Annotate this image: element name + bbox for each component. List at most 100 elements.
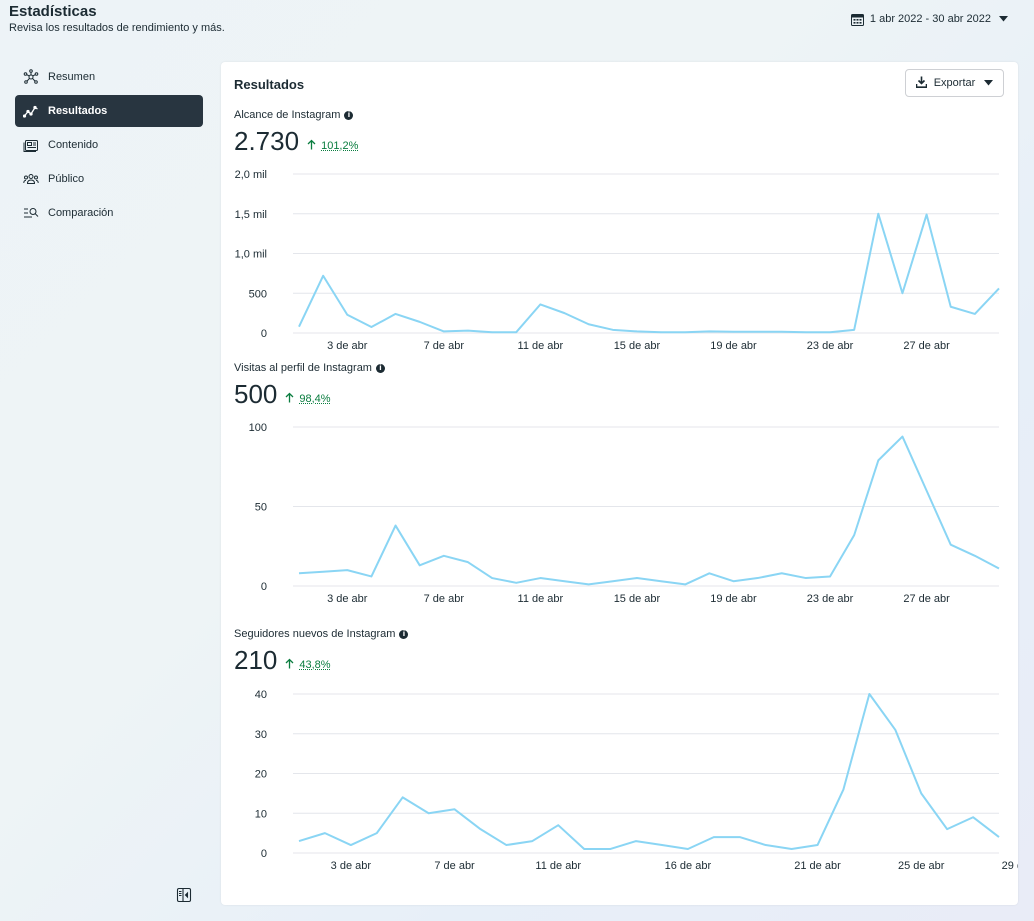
data-point[interactable] — [443, 555, 445, 557]
data-point[interactable] — [739, 836, 741, 838]
series-line[interactable] — [298, 435, 1000, 586]
series-line[interactable] — [298, 212, 1000, 334]
data-point[interactable] — [732, 580, 734, 582]
data-point[interactable] — [443, 330, 445, 332]
data-point[interactable] — [557, 824, 559, 826]
data-point[interactable] — [350, 844, 352, 846]
data-point[interactable] — [491, 577, 493, 579]
data-point[interactable] — [901, 292, 903, 294]
data-point[interactable] — [974, 313, 976, 315]
data-point[interactable] — [298, 326, 300, 328]
data-point[interactable] — [868, 693, 870, 695]
data-point[interactable] — [829, 575, 831, 577]
data-point[interactable] — [661, 844, 663, 846]
data-point[interactable] — [298, 572, 300, 574]
data-point[interactable] — [877, 459, 879, 461]
info-icon[interactable]: i — [375, 363, 385, 373]
sidebar-item-contenido[interactable]: Contenido — [15, 129, 203, 161]
data-point[interactable] — [732, 331, 734, 333]
data-point[interactable] — [926, 490, 928, 492]
data-point[interactable] — [395, 525, 397, 527]
data-point[interactable] — [781, 331, 783, 333]
data-point[interactable] — [454, 808, 456, 810]
data-point[interactable] — [636, 330, 638, 332]
data-point[interactable] — [370, 575, 372, 577]
metric-change-value[interactable]: 101,2% — [321, 140, 359, 152]
data-point[interactable] — [791, 848, 793, 850]
data-point[interactable] — [817, 844, 819, 846]
data-point[interactable] — [998, 287, 1000, 289]
data-point[interactable] — [998, 836, 1000, 838]
data-point[interactable] — [428, 812, 430, 814]
data-point[interactable] — [853, 329, 855, 331]
data-point[interactable] — [636, 577, 638, 579]
sidebar-item-resumen[interactable]: Resumen — [15, 61, 203, 93]
data-point[interactable] — [974, 555, 976, 557]
data-point[interactable] — [829, 331, 831, 333]
data-point[interactable] — [346, 314, 348, 316]
data-point[interactable] — [684, 331, 686, 333]
series-line[interactable] — [298, 693, 1000, 851]
data-point[interactable] — [805, 577, 807, 579]
data-point[interactable] — [346, 569, 348, 571]
data-point[interactable] — [505, 844, 507, 846]
data-point[interactable] — [539, 303, 541, 305]
data-point[interactable] — [395, 313, 397, 315]
metric-change-value[interactable]: 43,8% — [299, 659, 331, 671]
data-point[interactable] — [781, 572, 783, 574]
data-point[interactable] — [708, 330, 710, 332]
data-point[interactable] — [972, 816, 974, 818]
data-point[interactable] — [588, 323, 590, 325]
data-point[interactable] — [713, 836, 715, 838]
data-point[interactable] — [298, 840, 300, 842]
data-point[interactable] — [708, 572, 710, 574]
data-point[interactable] — [370, 326, 372, 328]
data-point[interactable] — [926, 214, 928, 216]
data-point[interactable] — [950, 544, 952, 546]
data-point[interactable] — [853, 534, 855, 536]
data-point[interactable] — [660, 331, 662, 333]
data-point[interactable] — [894, 729, 896, 731]
data-point[interactable] — [515, 582, 517, 584]
metric-change-value[interactable]: 98,4% — [299, 393, 331, 405]
data-point[interactable] — [322, 571, 324, 573]
data-point[interactable] — [583, 848, 585, 850]
export-button[interactable]: Exportar — [905, 69, 1004, 97]
data-point[interactable] — [842, 788, 844, 790]
data-point[interactable] — [635, 840, 637, 842]
data-point[interactable] — [950, 306, 952, 308]
sidebar-item-comparacion[interactable]: Comparación — [15, 197, 203, 229]
data-point[interactable] — [515, 331, 517, 333]
data-point[interactable] — [467, 561, 469, 563]
data-point[interactable] — [402, 796, 404, 798]
data-point[interactable] — [419, 564, 421, 566]
data-point[interactable] — [612, 329, 614, 331]
data-point[interactable] — [687, 848, 689, 850]
data-point[interactable] — [479, 828, 481, 830]
data-point[interactable] — [491, 331, 493, 333]
data-point[interactable] — [588, 583, 590, 585]
data-point[interactable] — [467, 330, 469, 332]
collapse-sidebar-button[interactable] — [175, 886, 193, 904]
data-point[interactable] — [376, 832, 378, 834]
data-point[interactable] — [920, 792, 922, 794]
date-range-picker[interactable]: 1 abr 2022 - 30 abr 2022 — [850, 11, 1008, 27]
data-point[interactable] — [765, 844, 767, 846]
data-point[interactable] — [805, 331, 807, 333]
sidebar-item-publico[interactable]: Público — [15, 163, 203, 195]
data-point[interactable] — [998, 568, 1000, 570]
data-point[interactable] — [612, 580, 614, 582]
data-point[interactable] — [609, 848, 611, 850]
data-point[interactable] — [531, 840, 533, 842]
data-point[interactable] — [946, 828, 948, 830]
data-point[interactable] — [757, 577, 759, 579]
data-point[interactable] — [684, 583, 686, 585]
data-point[interactable] — [660, 580, 662, 582]
data-point[interactable] — [564, 312, 566, 314]
data-point[interactable] — [324, 832, 326, 834]
data-point[interactable] — [539, 577, 541, 579]
data-point[interactable] — [564, 580, 566, 582]
data-point[interactable] — [419, 321, 421, 323]
info-icon[interactable]: i — [399, 629, 409, 639]
data-point[interactable] — [877, 213, 879, 215]
